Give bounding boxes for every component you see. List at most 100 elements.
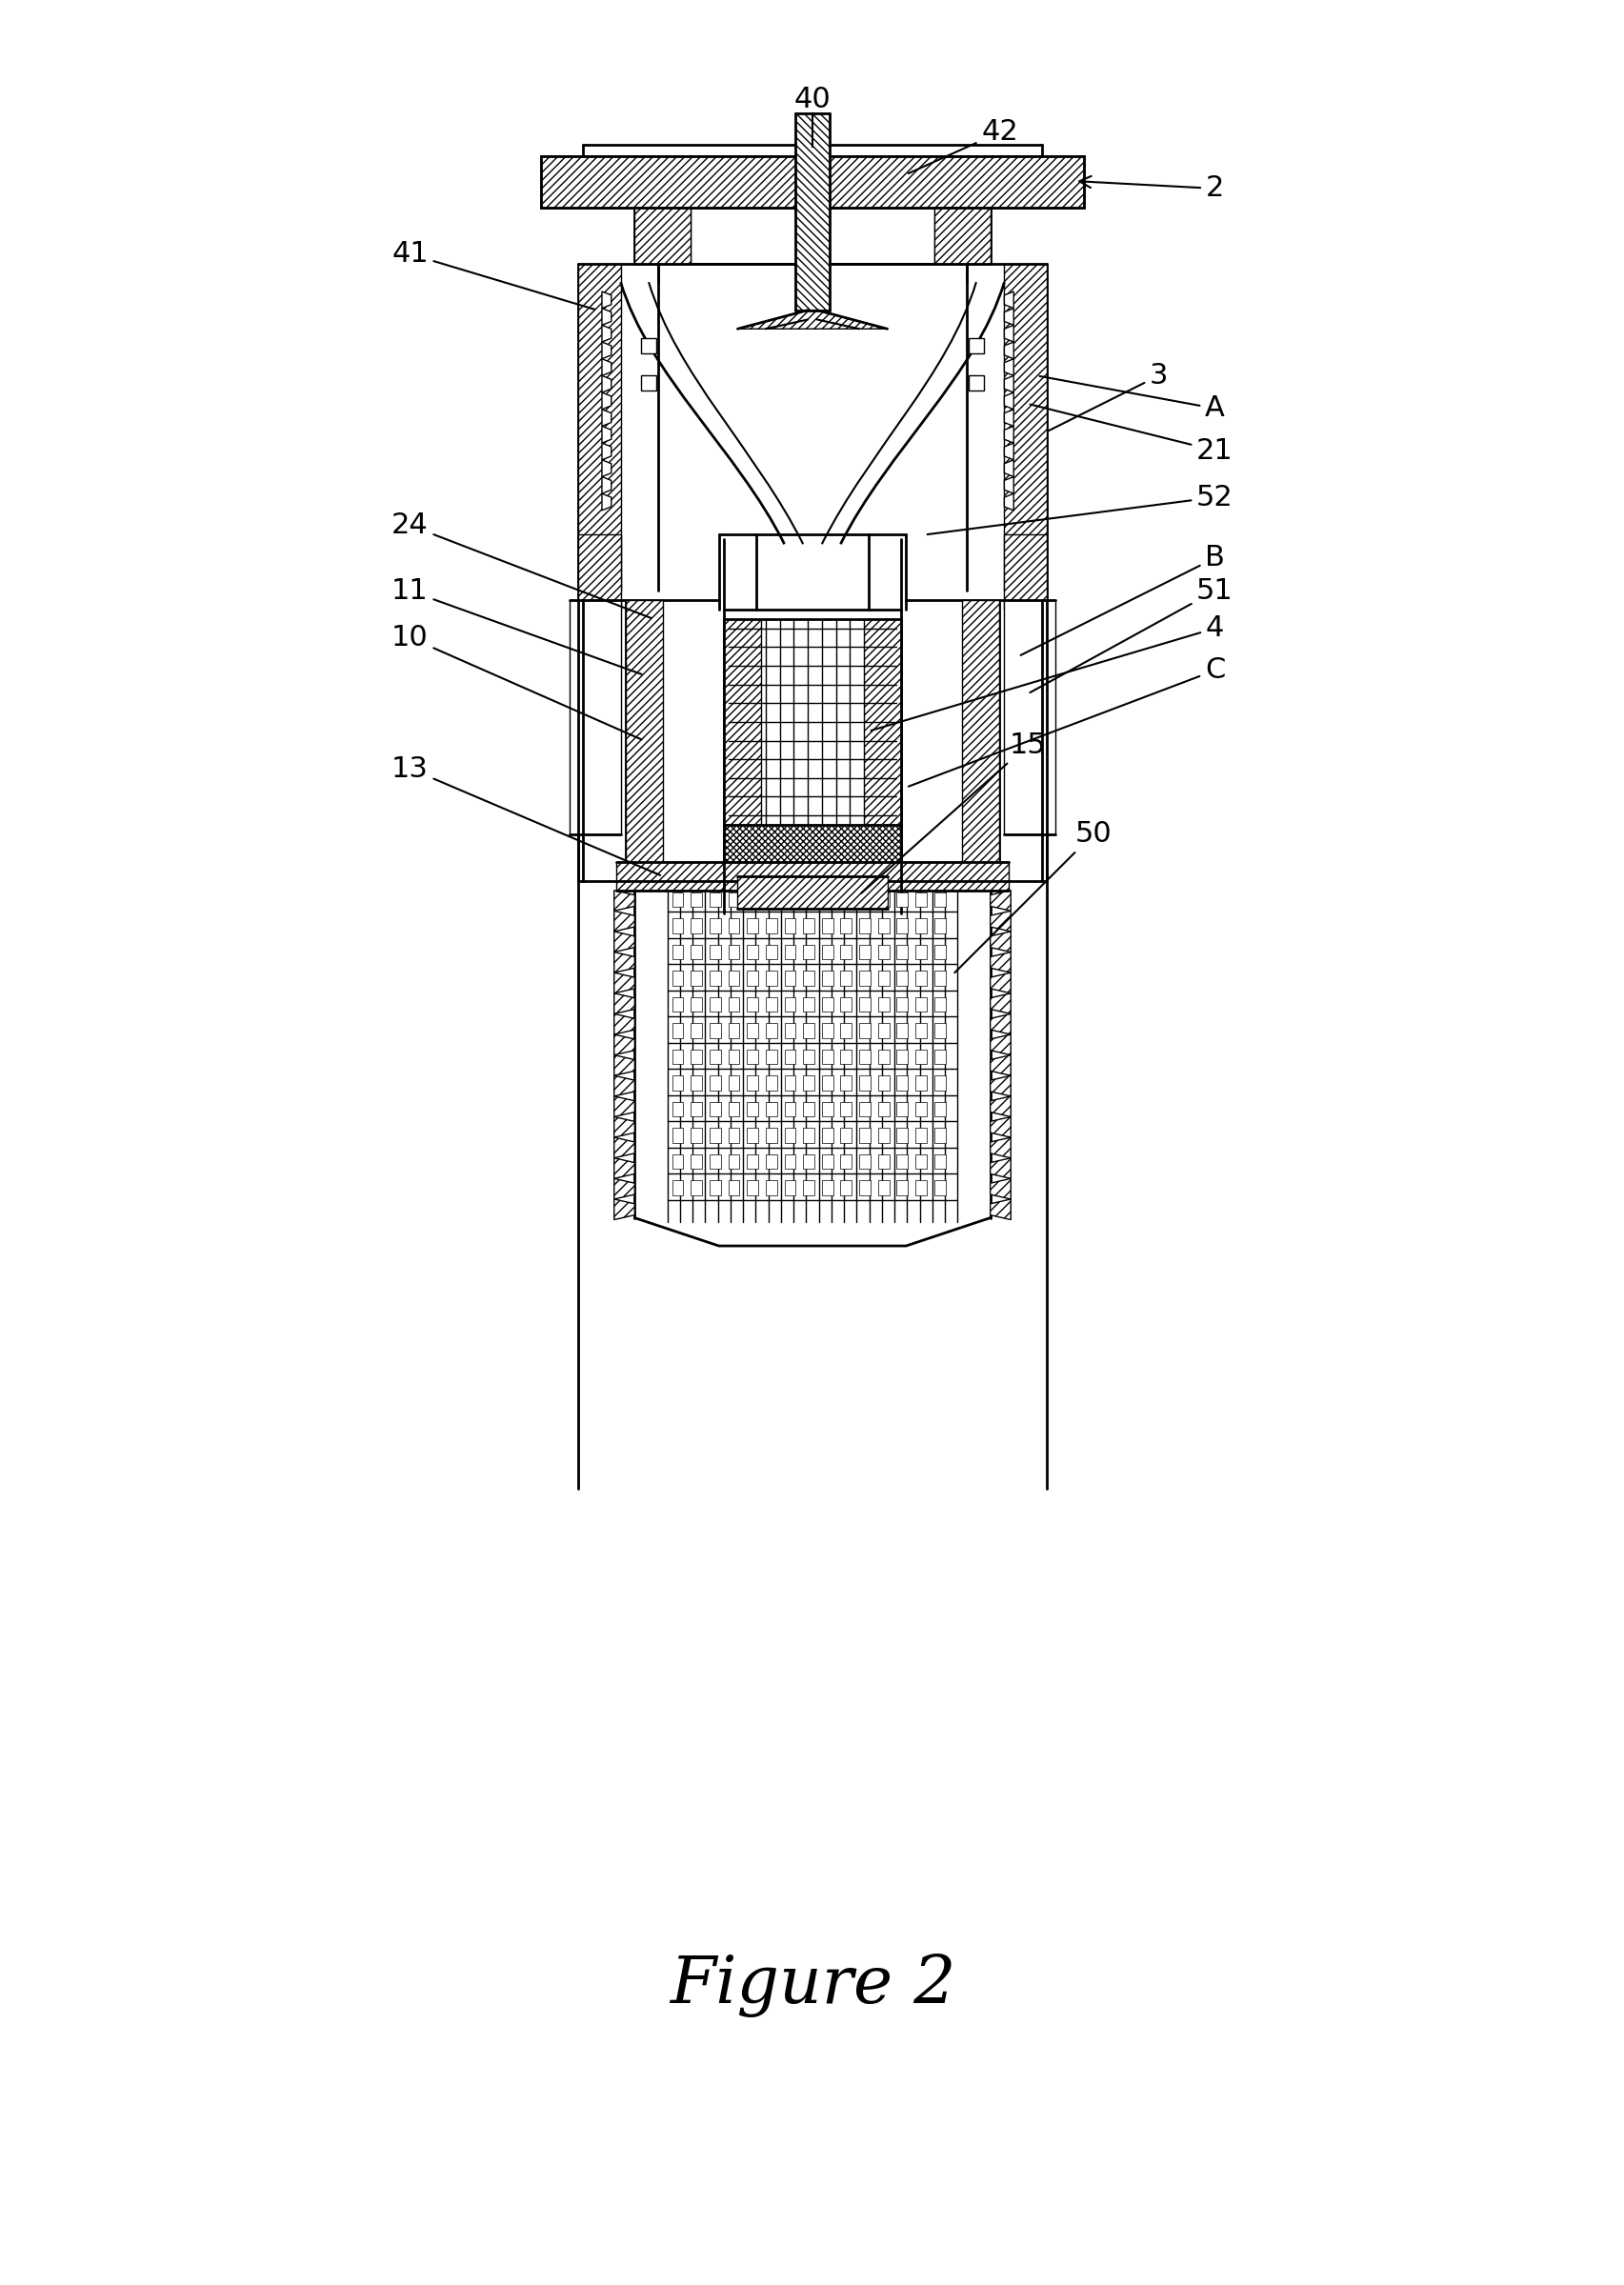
Bar <box>840 891 851 907</box>
Polygon shape <box>614 973 635 994</box>
Polygon shape <box>614 1179 635 1200</box>
Bar <box>822 1024 833 1037</box>
Text: 10: 10 <box>391 624 641 740</box>
Bar <box>710 1049 721 1065</box>
Bar <box>765 1181 776 1195</box>
Bar <box>672 1101 684 1117</box>
Bar <box>723 619 760 825</box>
Polygon shape <box>1004 478 1013 494</box>
Polygon shape <box>1004 409 1013 427</box>
Bar <box>690 919 702 932</box>
Bar <box>864 619 901 825</box>
Polygon shape <box>614 1200 635 1220</box>
Bar <box>796 114 828 311</box>
Polygon shape <box>989 1097 1010 1117</box>
Bar <box>765 1154 776 1170</box>
Bar <box>840 944 851 960</box>
Polygon shape <box>601 478 611 494</box>
Bar <box>914 1154 926 1170</box>
Bar <box>690 891 702 907</box>
Bar <box>765 996 776 1012</box>
Bar <box>914 891 926 907</box>
Bar <box>690 996 702 1012</box>
Bar <box>877 996 888 1012</box>
Polygon shape <box>989 1035 1010 1056</box>
Polygon shape <box>1004 459 1013 478</box>
Bar <box>784 1129 796 1142</box>
Bar <box>822 1076 833 1090</box>
Bar <box>877 971 888 985</box>
Bar <box>690 944 702 960</box>
Text: 2: 2 <box>1078 174 1223 203</box>
Bar <box>747 1101 758 1117</box>
Polygon shape <box>601 494 611 510</box>
Bar <box>822 1101 833 1117</box>
Bar <box>822 996 833 1012</box>
Bar <box>728 1129 739 1142</box>
Polygon shape <box>1004 292 1013 308</box>
Bar <box>877 944 888 960</box>
Polygon shape <box>1004 443 1013 459</box>
Text: B: B <box>1020 544 1224 656</box>
Bar <box>784 944 796 960</box>
Bar <box>877 1101 888 1117</box>
Bar <box>728 1181 739 1195</box>
Bar <box>802 1101 814 1117</box>
Bar <box>765 1024 776 1037</box>
Polygon shape <box>989 1076 1010 1097</box>
Bar <box>859 1154 870 1170</box>
Bar <box>802 1024 814 1037</box>
Bar <box>802 1049 814 1065</box>
Bar <box>710 1181 721 1195</box>
Bar <box>747 971 758 985</box>
Bar <box>672 944 684 960</box>
Polygon shape <box>614 1097 635 1117</box>
Bar <box>859 1129 870 1142</box>
Bar <box>822 1154 833 1170</box>
Text: 13: 13 <box>391 754 659 875</box>
Text: 3: 3 <box>1047 361 1168 430</box>
Bar <box>568 601 620 834</box>
Bar <box>747 1181 758 1195</box>
Polygon shape <box>601 393 611 409</box>
Polygon shape <box>989 1158 1010 1179</box>
Text: 41: 41 <box>391 240 594 308</box>
Bar <box>710 891 721 907</box>
Bar <box>896 996 908 1012</box>
Bar <box>859 891 870 907</box>
Bar <box>934 1101 945 1117</box>
Bar <box>914 919 926 932</box>
Bar <box>710 944 721 960</box>
Bar <box>728 1024 739 1037</box>
Polygon shape <box>989 1138 1010 1158</box>
Bar <box>859 1181 870 1195</box>
Text: 15: 15 <box>861 731 1046 893</box>
Bar <box>896 1181 908 1195</box>
Bar <box>765 971 776 985</box>
Bar <box>541 155 1083 208</box>
Bar <box>877 1129 888 1142</box>
Polygon shape <box>989 1056 1010 1076</box>
Polygon shape <box>1004 494 1013 510</box>
Bar <box>635 208 690 263</box>
Bar <box>747 944 758 960</box>
Bar <box>859 1076 870 1090</box>
Bar <box>896 1154 908 1170</box>
Bar <box>578 263 620 592</box>
Bar <box>840 1076 851 1090</box>
Bar <box>690 1076 702 1090</box>
Polygon shape <box>601 292 611 308</box>
Bar <box>728 996 739 1012</box>
Bar <box>934 1024 945 1037</box>
Bar <box>784 1154 796 1170</box>
Bar <box>822 944 833 960</box>
Polygon shape <box>934 208 971 263</box>
Bar <box>840 971 851 985</box>
Bar <box>784 919 796 932</box>
Bar <box>914 1129 926 1142</box>
Bar <box>747 891 758 907</box>
Polygon shape <box>1004 343 1013 359</box>
Polygon shape <box>614 1158 635 1179</box>
Bar <box>934 1076 945 1090</box>
Bar <box>784 891 796 907</box>
